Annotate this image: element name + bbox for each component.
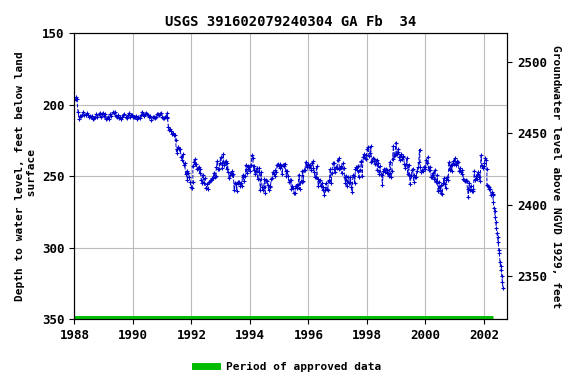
Y-axis label: Groundwater level above NGVD 1929, feet: Groundwater level above NGVD 1929, feet [551, 45, 561, 308]
Title: USGS 391602079240304 GA Fb  34: USGS 391602079240304 GA Fb 34 [165, 15, 416, 29]
Y-axis label: Depth to water level, feet below land
 surface: Depth to water level, feet below land su… [15, 51, 37, 301]
Legend: Period of approved data: Period of approved data [191, 358, 385, 377]
